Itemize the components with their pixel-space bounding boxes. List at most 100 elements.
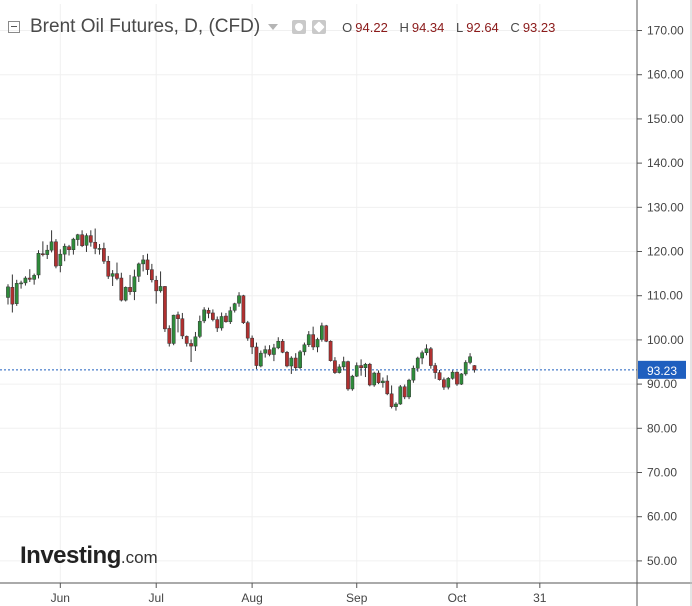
candle	[6, 284, 10, 305]
candle	[398, 384, 403, 405]
candle-body	[337, 366, 342, 373]
candle	[219, 312, 224, 331]
candle-body	[176, 314, 180, 319]
candle-body	[341, 361, 346, 368]
candle	[27, 269, 32, 283]
candle	[293, 353, 298, 371]
chevron-down-icon[interactable]	[268, 24, 279, 30]
price-tick-label: 50.00	[647, 554, 677, 568]
candle-body	[67, 246, 71, 250]
candle	[276, 337, 281, 350]
candle-body	[41, 253, 45, 255]
candle	[49, 230, 54, 253]
candle	[433, 362, 438, 379]
price-tick-label: 130.00	[647, 200, 684, 214]
candle	[468, 353, 472, 365]
candle	[154, 275, 159, 304]
candle	[372, 371, 377, 387]
price-tick-label: 80.00	[647, 421, 677, 435]
candle	[171, 314, 176, 346]
candle-body	[27, 277, 32, 280]
candle	[272, 343, 276, 362]
candle	[84, 233, 89, 252]
time-tick-label: 31	[533, 591, 547, 605]
candle	[280, 339, 285, 354]
candle-body	[367, 363, 372, 386]
candle-body	[6, 286, 10, 298]
candle-body	[385, 380, 390, 395]
candle	[311, 326, 315, 351]
candle	[67, 244, 71, 256]
candle	[36, 250, 41, 279]
candle-body	[119, 277, 124, 301]
candle	[62, 243, 67, 262]
close-value: 93.23	[522, 19, 556, 35]
candle-body	[272, 347, 276, 355]
candle-body	[311, 334, 315, 348]
candle-body	[306, 334, 311, 346]
candle	[224, 312, 228, 323]
candle	[455, 371, 459, 386]
candle-body	[232, 303, 237, 311]
candle	[14, 279, 19, 306]
candle-body	[110, 273, 115, 277]
candle-body	[141, 259, 145, 265]
investing-logo: Investing.com	[20, 542, 158, 570]
candle-body	[62, 245, 67, 255]
candle-body	[75, 234, 80, 240]
candle-body	[80, 234, 84, 247]
candle	[23, 276, 28, 286]
candle	[428, 346, 433, 369]
eye-icon[interactable]	[292, 20, 307, 34]
last-price-badge-bg	[638, 360, 686, 379]
price-tick-label: 70.00	[647, 466, 677, 480]
candle	[381, 377, 385, 388]
candle	[158, 271, 163, 293]
gear-icon[interactable]	[312, 20, 327, 34]
candle-body	[93, 241, 98, 249]
candle-body	[128, 287, 132, 292]
candle-body	[215, 319, 220, 329]
candle	[415, 356, 420, 372]
candle	[302, 342, 307, 356]
candle-body	[123, 287, 128, 301]
candle-body	[463, 362, 468, 375]
candle	[306, 331, 311, 347]
candle-body	[245, 322, 250, 339]
candle-body	[180, 318, 185, 337]
candle	[141, 255, 145, 272]
candle	[450, 370, 455, 380]
candle-body	[420, 352, 424, 359]
price-tick-label: 160.00	[647, 68, 684, 82]
high-value: 94.34	[411, 19, 445, 35]
price-tick-label: 170.00	[647, 24, 684, 38]
ohlc-readout: O 94.22 H 94.34 L 92.64 C 93.23	[342, 20, 563, 35]
candle-body	[45, 249, 50, 255]
time-tick-label: Jun	[51, 591, 70, 605]
candle	[193, 331, 198, 351]
candle	[189, 339, 193, 363]
candle	[354, 362, 359, 378]
candle	[206, 307, 211, 319]
time-tick-label: Oct	[448, 591, 467, 605]
candle-body	[415, 357, 420, 369]
candle	[123, 286, 128, 302]
collapse-icon[interactable]	[8, 21, 20, 33]
candle-body	[276, 340, 281, 349]
candle-body	[315, 339, 320, 348]
candle-body	[446, 378, 451, 388]
candle	[420, 350, 424, 365]
candle-body	[154, 279, 159, 292]
last-price-badge-label: 93.23	[647, 364, 677, 378]
candle-body	[189, 343, 193, 347]
candle-body	[71, 238, 76, 250]
candle	[254, 342, 259, 370]
candle	[376, 370, 381, 385]
candle-body	[163, 286, 167, 330]
candle	[32, 273, 37, 285]
candle-body	[202, 309, 207, 322]
candle	[58, 249, 63, 273]
